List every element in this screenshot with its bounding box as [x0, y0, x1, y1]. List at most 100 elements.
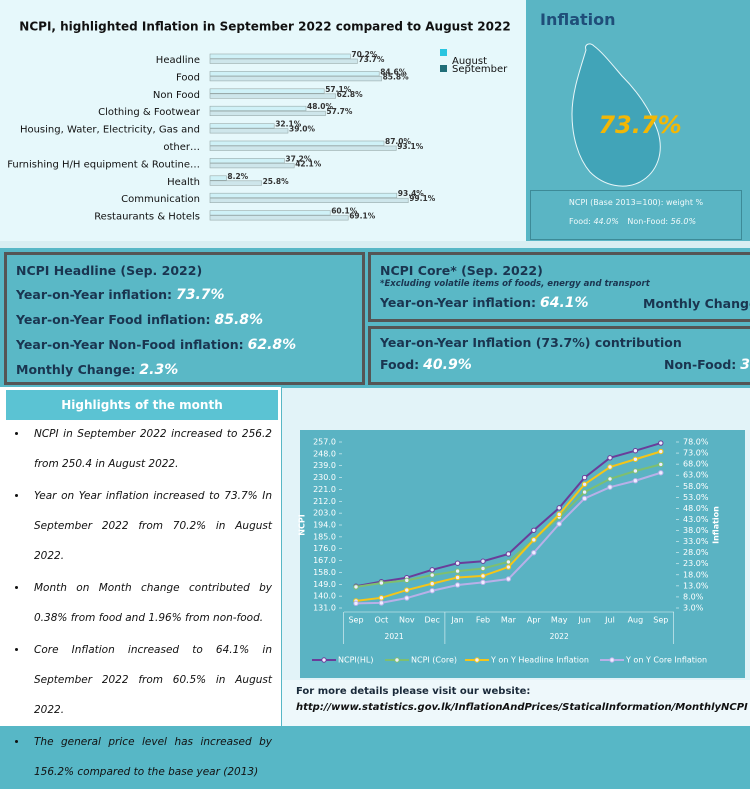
stat-value: 73.7% [175, 287, 225, 303]
series-point [454, 582, 461, 588]
y2-tick-label: 33.0% [683, 537, 709, 546]
legend-swatch [440, 49, 447, 56]
series-point [531, 537, 537, 543]
series-point [429, 588, 435, 594]
y2-tick-label: 13.0% [683, 581, 709, 590]
bar [209, 53, 351, 59]
y-tick-label: 158.0 [313, 568, 336, 577]
stat-row: Year-on-Year inflation: 64.1% [380, 295, 589, 311]
stat-row: Year-on-Year inflation: 73.7% [16, 287, 225, 303]
bar [209, 58, 358, 64]
x-tick-label: Nov [399, 616, 415, 625]
value-label: 57.7% [326, 107, 353, 116]
series-point [429, 572, 435, 578]
panel-note: *Excluding volatile items of foods, ener… [380, 279, 650, 289]
value-label: 62.8% [337, 90, 364, 99]
series-point [556, 505, 562, 511]
bar [209, 163, 295, 169]
bar [209, 215, 349, 221]
bar-panel: NCPI, highlighted Inflation in September… [0, 0, 526, 241]
map-panel: Inflation 73.7% NCPI (Base 2013=100): we… [528, 0, 750, 241]
series-point [607, 484, 613, 490]
series-point [658, 448, 664, 455]
y2-tick-label: 63.0% [683, 471, 709, 480]
value-label: 69.1% [349, 212, 376, 221]
bar [209, 110, 326, 116]
weight-label: Non-Food: [627, 217, 669, 226]
stat-label: Non-Food: [664, 357, 737, 372]
y2-tick-label: 28.0% [683, 548, 709, 557]
value-label: 93.4% [398, 189, 425, 198]
highlights-list: NCPI in September 2022 increased to 256.… [6, 419, 272, 789]
series-point [378, 595, 385, 601]
y-tick-label: 239.0 [313, 461, 336, 470]
x-tick-label: Sep [348, 616, 363, 625]
bar [209, 71, 380, 77]
series-point [353, 584, 359, 590]
highlight-item: The general price level has increased by… [28, 727, 272, 787]
category-label: Non Food [153, 90, 200, 101]
stat-label: Year-on-Year inflation: [380, 295, 536, 310]
panel-title: Year-on-Year Inflation (73.7%) contribut… [380, 335, 682, 350]
series-point [531, 549, 537, 556]
stat-label: Year-on-Year inflation: [16, 287, 172, 302]
highlight-item: Core Inflation increased to 64.1% in Sep… [28, 635, 272, 725]
value-label: 84.6% [380, 67, 407, 76]
series-point [480, 573, 486, 579]
bar [209, 175, 227, 181]
series-point [531, 527, 537, 533]
series-point [454, 574, 461, 581]
bar [209, 158, 285, 164]
category-label: Food [176, 72, 200, 83]
legend-marker [609, 657, 615, 663]
plot-background [300, 430, 745, 678]
stat-row: Monthly Change: 2.3% [16, 362, 178, 378]
legend-marker [474, 657, 480, 663]
value-label: 48.0% [307, 102, 334, 111]
x-tick-label: Dec [424, 616, 439, 625]
stat-row: Year-on-Year Food inflation: 85.8% [16, 312, 263, 328]
category-label: Restaurants & Hotels [94, 212, 200, 223]
y2-tick-label: 58.0% [683, 482, 709, 491]
line-chart: 131.0 140.0 149.0 158.0 167.0 176.0 185.0 194.0… [298, 430, 745, 678]
page: NCPI, highlighted Inflation in September… [0, 0, 750, 726]
stat-value: 2.3% [139, 362, 179, 378]
y2-tick-label: 8.0% [683, 592, 704, 601]
panel-title: NCPI Headline (Sep. 2022) [16, 263, 203, 278]
stat-row: Year-on-Year Non-Food inflation: 62.8% [16, 337, 296, 353]
bar [209, 88, 325, 94]
footer-text: For more details please visit our websit… [296, 686, 531, 697]
value-label: 8.2% [227, 172, 248, 181]
highlight-item: Month on Month change contributed by 0.3… [28, 573, 272, 633]
y-tick-label: 212.0 [313, 497, 336, 506]
series-point [505, 559, 512, 565]
legend-label: NCPI(HL) [338, 656, 373, 665]
bar [209, 145, 397, 151]
stat-value: 3 [740, 357, 750, 373]
series-point [556, 521, 562, 527]
weight-row: Food: 44.0% Non-Food: 56.0% [531, 217, 741, 226]
y-tick-label: 176.0 [313, 544, 336, 553]
value-label: 37.2% [285, 154, 312, 163]
series-point [658, 440, 664, 446]
y2-tick-label: 78.0% [683, 438, 709, 447]
footer-url: http://www.statistics.gov.lk/InflationAn… [296, 702, 748, 713]
value-label: 99.1% [409, 194, 436, 203]
series-point [632, 456, 639, 462]
legend-marker [394, 657, 400, 663]
highlight-item: NCPI in September 2022 increased to 256.… [28, 419, 272, 479]
line-panel: 131.0 140.0 149.0 158.0 167.0 176.0 185.0 194.0… [282, 388, 750, 680]
value-label: 60.1% [331, 207, 358, 216]
stat-row: Food: 40.9% [380, 357, 472, 373]
legend-label: Y on Y Headline Inflation [490, 656, 589, 665]
weight-box: NCPI (Base 2013=100): weight % Food: 44.… [530, 190, 742, 240]
y2-tick-label: 23.0% [683, 559, 709, 568]
series-point [404, 587, 410, 593]
x-tick-label: Jan [450, 616, 463, 625]
stat-label: Monthly Change: [16, 362, 136, 377]
series-point [607, 476, 613, 482]
series-point [429, 580, 435, 587]
x-tick-label: Jul [604, 616, 615, 625]
group-label: 2022 [550, 632, 569, 641]
bar-chart: NCPI, highlighted Inflation in September… [7, 20, 510, 223]
